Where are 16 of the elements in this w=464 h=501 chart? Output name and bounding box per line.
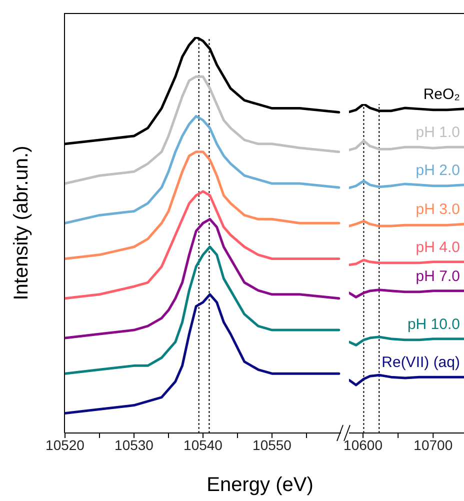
series-label: Re(VII) (aq) bbox=[382, 354, 460, 372]
series-label: pH 3.0 bbox=[416, 201, 460, 218]
x-axis-title: Energy (eV) bbox=[206, 474, 314, 497]
series-label: pH 2.0 bbox=[416, 162, 460, 179]
x-tick-label: 10600 bbox=[344, 436, 383, 453]
series-label: pH 7.0 bbox=[416, 268, 460, 285]
series-label: pH 1.0 bbox=[416, 124, 460, 142]
series-label: pH 10.0 bbox=[407, 316, 460, 333]
x-tick-label: 10700 bbox=[414, 436, 453, 453]
x-tick-label: 10550 bbox=[252, 436, 292, 453]
series-label: pH 4.0 bbox=[416, 238, 460, 256]
x-tick-label: 10520 bbox=[46, 436, 85, 453]
x-tick-label: 10540 bbox=[184, 436, 223, 453]
x-tick-label: 10530 bbox=[114, 436, 154, 453]
series-label: ReO₂ bbox=[423, 86, 460, 103]
y-axis-title: Intensity (abr.un.) bbox=[10, 146, 34, 300]
